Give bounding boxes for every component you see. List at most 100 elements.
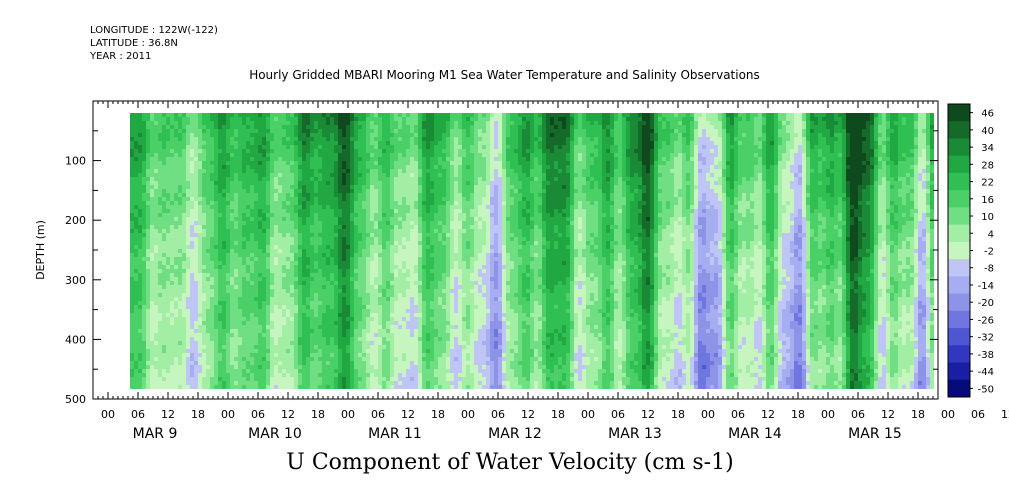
heatmap-cell — [286, 189, 290, 193]
heatmap-cell — [350, 165, 354, 169]
heatmap-cell — [346, 149, 350, 153]
heatmap-cell — [258, 113, 262, 117]
heatmap-cell — [898, 193, 902, 197]
heatmap-cell — [726, 209, 730, 213]
heatmap-cell — [178, 189, 182, 193]
heatmap-cell — [414, 205, 418, 209]
heatmap-cell — [618, 201, 622, 205]
heatmap-cell — [634, 133, 638, 137]
heatmap-cell — [750, 169, 754, 173]
heatmap-cell — [702, 209, 706, 213]
heatmap-cell — [630, 129, 634, 133]
heatmap-cell — [922, 125, 926, 129]
heatmap-cell — [902, 177, 906, 181]
heatmap-cell — [370, 201, 374, 205]
heatmap-cell — [666, 141, 670, 145]
heatmap-cell — [238, 165, 242, 169]
heatmap-cell — [318, 197, 322, 201]
heatmap-cell — [426, 137, 430, 141]
heatmap-cell — [138, 125, 142, 129]
heatmap-cell — [914, 121, 918, 125]
heatmap-cell — [470, 149, 474, 153]
heatmap-cell — [318, 173, 322, 177]
heatmap-cell — [298, 121, 302, 125]
heatmap-cell — [638, 189, 642, 193]
heatmap-cell — [134, 141, 138, 145]
heatmap-cell — [706, 121, 710, 125]
heatmap-cell — [214, 185, 218, 189]
heatmap-cell — [798, 205, 802, 209]
heatmap-cell — [310, 161, 314, 165]
heatmap-cell — [606, 201, 610, 205]
heatmap-cell — [498, 145, 502, 149]
heatmap-cell — [190, 125, 194, 129]
heatmap-cell — [738, 157, 742, 161]
heatmap-cell — [474, 205, 478, 209]
heatmap-cell — [814, 129, 818, 133]
heatmap-cell — [926, 137, 930, 141]
heatmap-cell — [882, 125, 886, 129]
heatmap-cell — [634, 137, 638, 141]
heatmap-cell — [594, 197, 598, 201]
heatmap-cell — [614, 189, 618, 193]
heatmap-cell — [610, 153, 614, 157]
heatmap-cell — [910, 137, 914, 141]
heatmap-cell — [874, 153, 878, 157]
heatmap-cell — [750, 189, 754, 193]
heatmap-cell — [518, 125, 522, 129]
heatmap-cell — [286, 133, 290, 137]
heatmap-cell — [598, 149, 602, 153]
heatmap-cell — [866, 205, 870, 209]
heatmap-cell — [234, 137, 238, 141]
heatmap-cell — [390, 145, 394, 149]
heatmap-cell — [738, 113, 742, 117]
heatmap-cell — [594, 189, 598, 193]
heatmap-cell — [134, 149, 138, 153]
heatmap-cell — [726, 197, 730, 201]
heatmap-cell — [806, 197, 810, 201]
heatmap-cell — [214, 181, 218, 185]
heatmap-cell — [406, 193, 410, 197]
heatmap-cell — [802, 189, 806, 193]
heatmap-cell — [906, 117, 910, 121]
heatmap-cell — [322, 149, 326, 153]
heatmap-cell — [602, 173, 606, 177]
heatmap-cell — [814, 153, 818, 157]
heatmap-cell — [310, 113, 314, 117]
heatmap-cell — [378, 205, 382, 209]
heatmap-cell — [454, 201, 458, 205]
heatmap-cell — [138, 165, 142, 169]
heatmap-cell — [754, 133, 758, 137]
heatmap-cell — [402, 133, 406, 137]
heatmap-cell — [334, 137, 338, 141]
heatmap-cell — [758, 185, 762, 189]
heatmap-cell — [538, 189, 542, 193]
heatmap-cell — [542, 145, 546, 149]
heatmap-cell — [382, 165, 386, 169]
heatmap-cell — [198, 137, 202, 141]
heatmap-cell — [682, 137, 686, 141]
heatmap-cell — [546, 201, 550, 205]
heatmap-cell — [782, 141, 786, 145]
heatmap-cell — [494, 209, 498, 213]
heatmap-cell — [470, 161, 474, 165]
heatmap-cell — [214, 149, 218, 153]
heatmap-cell — [730, 153, 734, 157]
heatmap-cell — [722, 189, 726, 193]
heatmap-cell — [686, 201, 690, 205]
heatmap-cell — [158, 173, 162, 177]
heatmap-cell — [714, 197, 718, 201]
heatmap-cell — [778, 185, 782, 189]
heatmap-cell — [878, 185, 882, 189]
heatmap-cell — [838, 185, 842, 189]
heatmap-cell — [314, 125, 318, 129]
heatmap-cell — [554, 181, 558, 185]
heatmap-cell — [734, 201, 738, 205]
heatmap-cell — [850, 121, 854, 125]
heatmap-cell — [450, 161, 454, 165]
heatmap-cell — [446, 157, 450, 161]
heatmap-cell — [206, 177, 210, 181]
heatmap-cell — [402, 165, 406, 169]
heatmap-cell — [182, 125, 186, 129]
heatmap-cell — [610, 149, 614, 153]
